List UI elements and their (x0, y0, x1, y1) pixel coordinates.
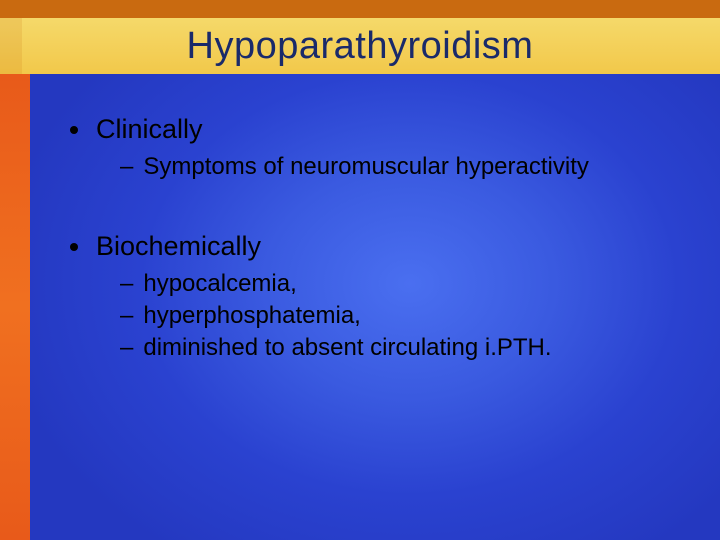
body-area: Clinically – Symptoms of neuromuscular h… (0, 74, 720, 540)
left-accent-strip (0, 74, 30, 540)
dash-icon: – (120, 270, 133, 298)
bullet-level2: – hyperphosphatemia, (120, 302, 680, 330)
bullet-dot-icon (70, 126, 78, 134)
bullet-level2: – Symptoms of neuromuscular hyperactivit… (120, 153, 680, 181)
bullet-l2-text: hypocalcemia, (143, 270, 296, 298)
bullet-dot-icon (70, 243, 78, 251)
bullet-l2-text: hyperphosphatemia, (143, 302, 360, 330)
bullet-level1: Clinically (64, 114, 680, 145)
header-band: Hypoparathyroidism (0, 0, 720, 74)
bullet-l2-text: Symptoms of neuromuscular hyperactivity (143, 153, 589, 181)
slide-title: Hypoparathyroidism (187, 25, 534, 68)
bullet-l1-text: Biochemically (96, 231, 261, 262)
content-area: Clinically – Symptoms of neuromuscular h… (30, 74, 720, 540)
slide: Hypoparathyroidism Clinically – Symptoms… (0, 0, 720, 540)
dash-icon: – (120, 302, 133, 330)
bullet-level2: – hypocalcemia, (120, 270, 680, 298)
bullet-l2-text: diminished to absent circulating i.PTH. (143, 334, 551, 362)
header-main: Hypoparathyroidism (0, 18, 720, 74)
header-accent-strip (0, 0, 720, 18)
bullet-l1-text: Clinically (96, 114, 203, 145)
bullet-level2: – diminished to absent circulating i.PTH… (120, 334, 680, 362)
section-gap (64, 185, 680, 231)
dash-icon: – (120, 334, 133, 362)
bullet-level1: Biochemically (64, 231, 680, 262)
dash-icon: – (120, 153, 133, 181)
